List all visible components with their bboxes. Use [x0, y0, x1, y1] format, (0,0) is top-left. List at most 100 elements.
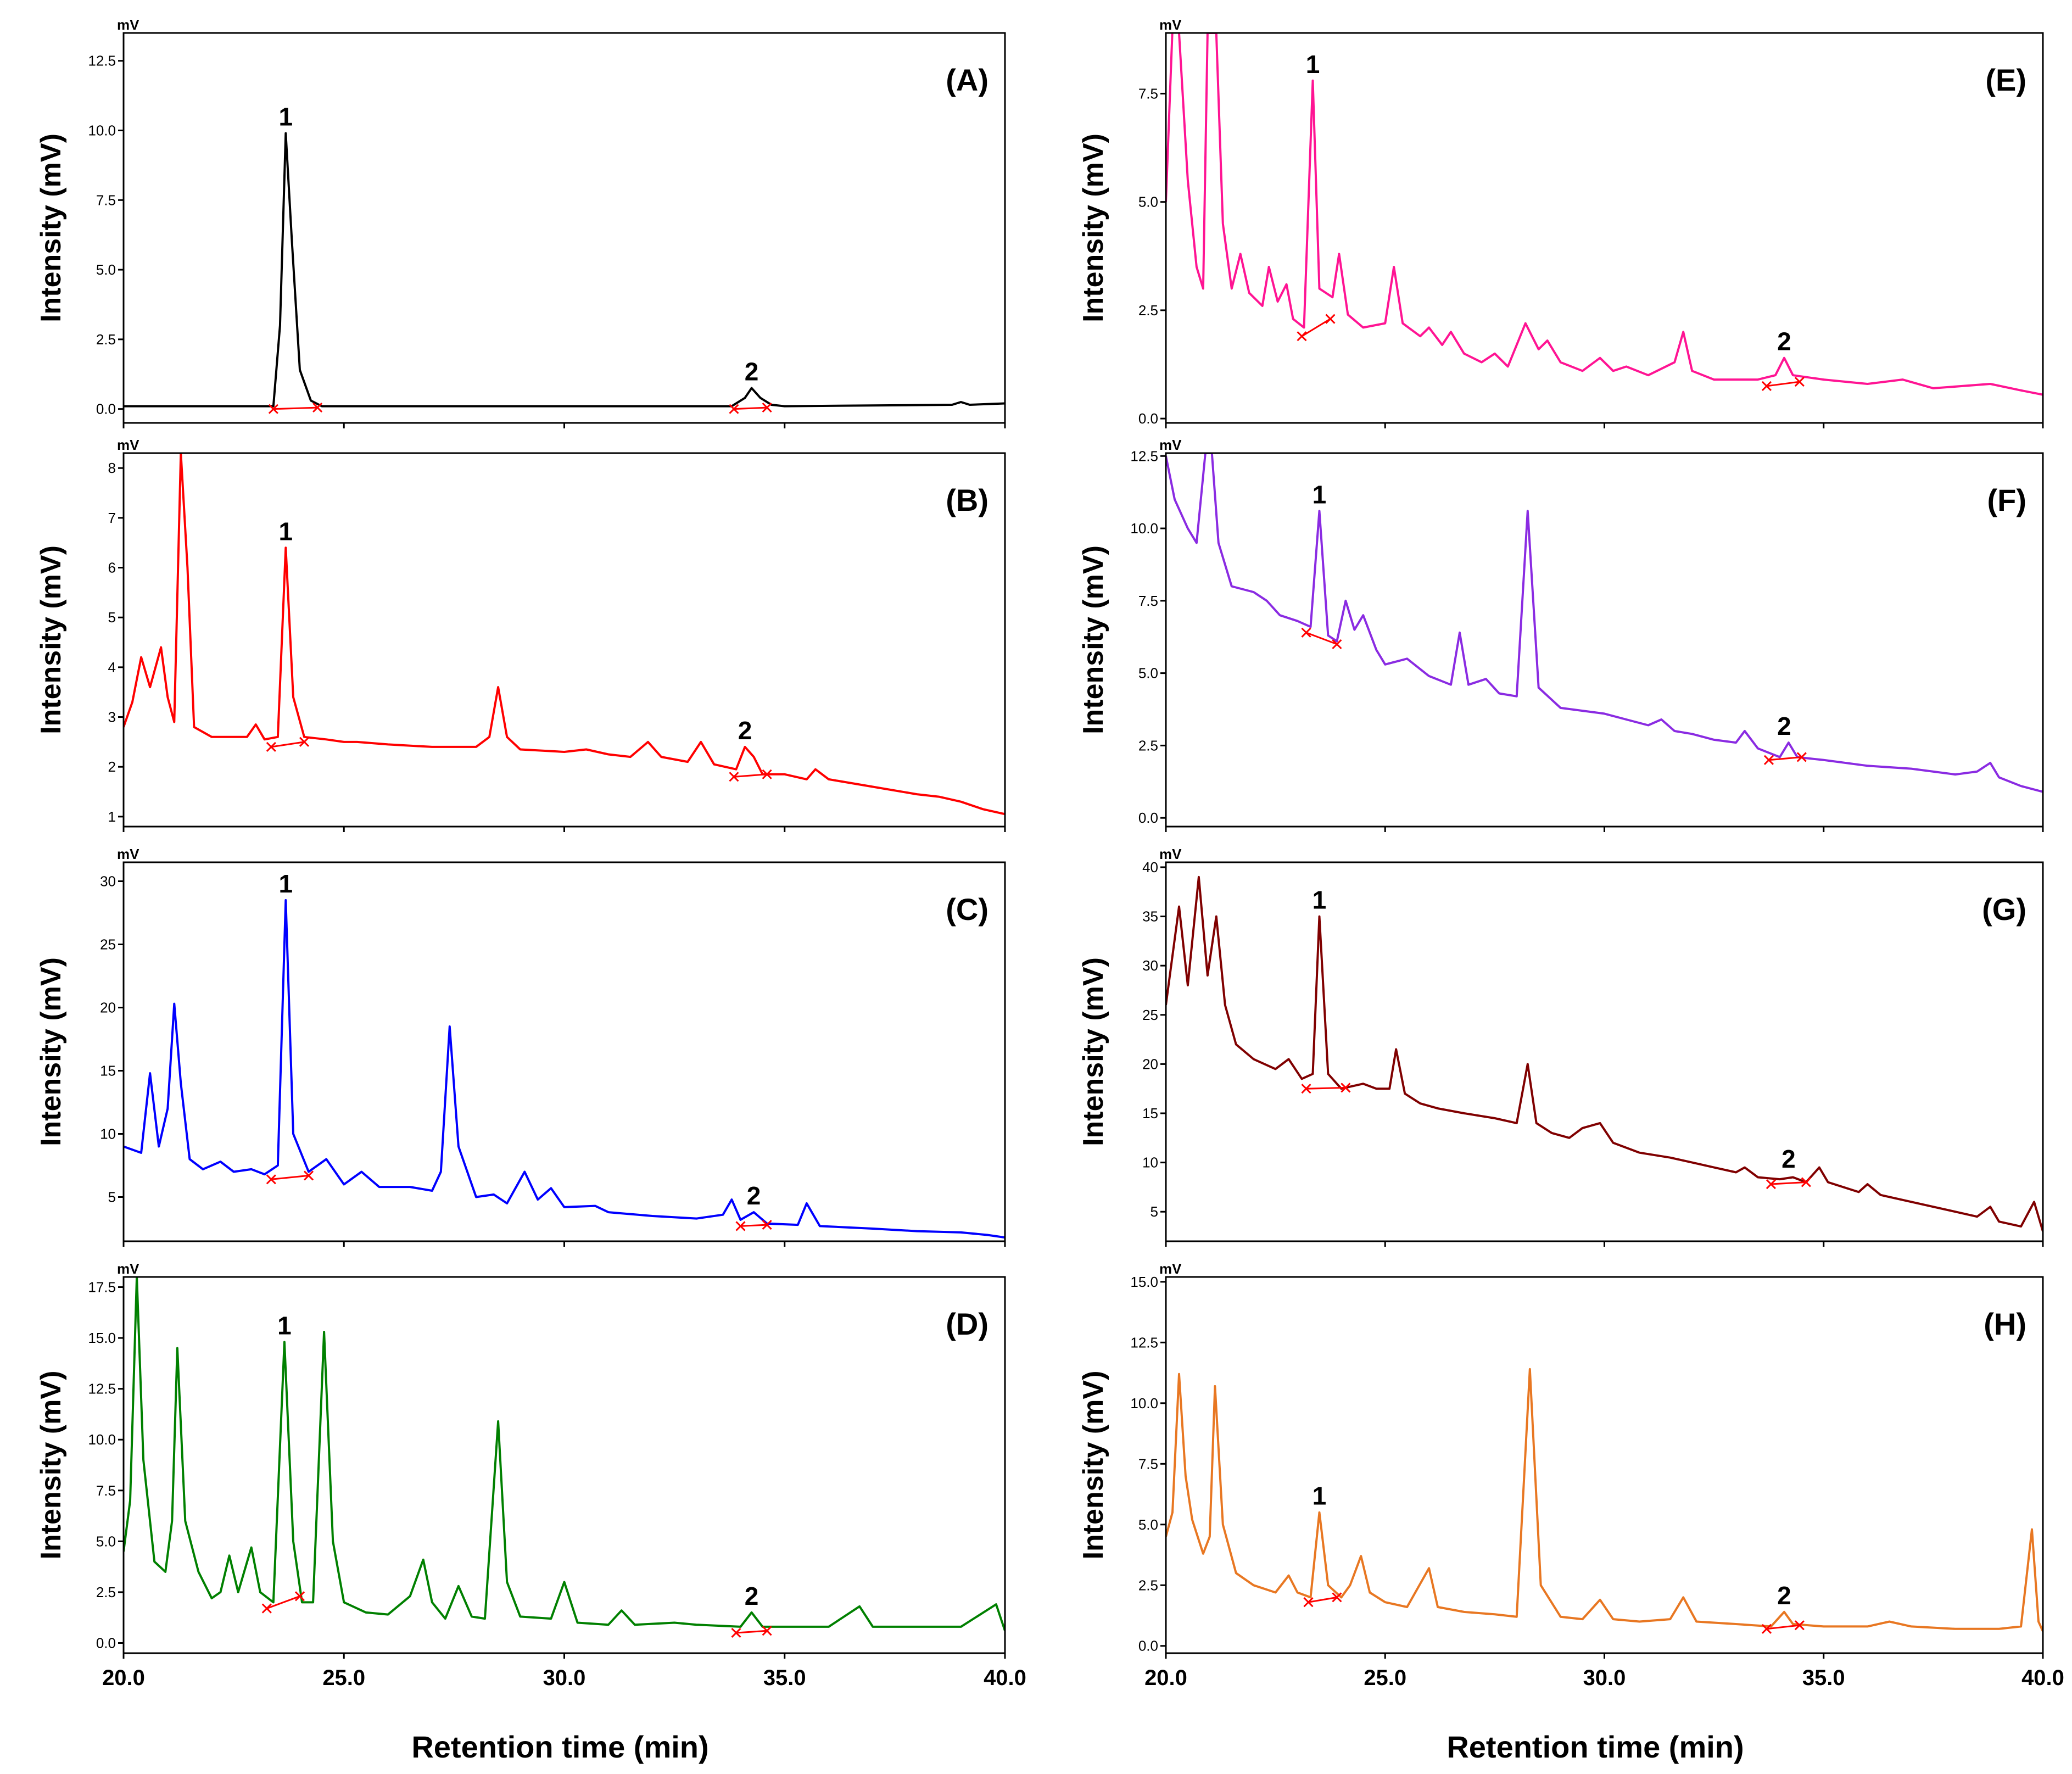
peak-baseline	[1766, 1624, 1800, 1630]
chromatogram-trace	[124, 453, 1005, 816]
y-tick-label: 7.5	[1138, 85, 1158, 102]
y-tick-label: 30	[1142, 957, 1158, 974]
y-unit-label: mV	[117, 1260, 139, 1277]
panel-letter: (D)	[946, 1307, 988, 1341]
peak-start-marker	[1301, 1084, 1311, 1094]
peak-start-marker	[268, 404, 278, 414]
panel-h: 0.0 2.5 5.0 7.5 10.0 12.5 15.0mV Intensity (mV)…	[1077, 1260, 2064, 1690]
y-unit-label: mV	[117, 437, 139, 453]
y-tick-label: 15	[1142, 1105, 1158, 1122]
peak-start-marker	[729, 772, 739, 782]
peak-label-1: 1	[1313, 886, 1327, 914]
y-tick-label: 5.0	[96, 1533, 116, 1549]
peak-baseline	[740, 1224, 767, 1227]
y-tick-label: 10	[1142, 1154, 1158, 1171]
y-tick-label: 0.0	[1138, 810, 1158, 826]
y-axis-label: Intensity (mV)	[35, 545, 67, 734]
plot-frame	[122, 32, 1006, 424]
peak-end-marker	[762, 769, 772, 779]
peak-end-marker	[1801, 1177, 1811, 1187]
y-tick-label: 10.0	[1130, 1395, 1158, 1412]
peak-label-1: 1	[1313, 480, 1327, 509]
y-tick-label: 5	[1151, 1203, 1158, 1220]
peak-end-marker	[762, 1220, 772, 1230]
x-tick-label: 30.0	[1583, 1666, 1626, 1690]
peak-start-marker	[1763, 755, 1774, 765]
y-unit-label: mV	[1159, 437, 1182, 453]
y-tick-label: 7.5	[96, 1482, 116, 1499]
y-tick-label: 6	[108, 560, 116, 576]
peak-baseline	[1768, 756, 1802, 761]
y-tick-label: 0.0	[96, 401, 116, 417]
peak-end-marker	[312, 403, 323, 413]
x-tick-label: 40.0	[2021, 1666, 2064, 1690]
y-tick-label: 0.0	[1138, 410, 1158, 427]
peak-end-marker	[294, 1591, 305, 1602]
peak-end-marker	[1796, 752, 1807, 762]
plot-frame	[122, 1276, 1006, 1654]
y-unit-label: mV	[1159, 846, 1182, 862]
peak-start-marker	[731, 1627, 741, 1638]
peak-label-2: 2	[1781, 1145, 1796, 1173]
x-tick-label: 25.0	[322, 1666, 365, 1690]
x-tick-label: 25.0	[1364, 1666, 1406, 1690]
peak-label-2: 2	[745, 358, 759, 386]
peak-baseline	[1301, 318, 1331, 337]
y-tick-label: 7.5	[1138, 593, 1158, 609]
peak-label-1: 1	[279, 869, 293, 898]
peak-baseline	[273, 406, 318, 410]
peak-baseline	[734, 406, 767, 410]
y-tick-label: 4	[108, 659, 116, 676]
peak-label-2: 2	[1777, 327, 1791, 356]
peak-baseline	[1771, 1181, 1806, 1185]
peak-start-marker	[1761, 381, 1772, 392]
peak-start-marker	[261, 1603, 272, 1614]
y-tick-label: 35	[1142, 908, 1158, 925]
peak-end-marker	[762, 403, 772, 413]
peak-end-marker	[303, 1170, 314, 1181]
y-tick-label: 12.5	[88, 53, 116, 69]
y-tick-label: 15	[100, 1063, 116, 1079]
y-tick-label: 30	[100, 873, 116, 890]
y-tick-label: 10	[100, 1126, 116, 1142]
y-tick-label: 10.0	[88, 1431, 116, 1448]
x-tick-label: 35.0	[763, 1666, 806, 1690]
panel-letter: (B)	[946, 483, 988, 517]
y-tick-label: 7	[108, 510, 116, 526]
y-tick-label: 2.5	[1138, 737, 1158, 754]
peak-end-marker	[1332, 639, 1342, 649]
x-tick-label: 30.0	[543, 1666, 586, 1690]
y-unit-label: mV	[1159, 1260, 1182, 1277]
y-tick-label: 20	[1142, 1056, 1158, 1072]
peak-start-marker	[729, 404, 739, 414]
y-axis-label: Intensity (mV)	[1077, 957, 1109, 1146]
x-tick-label: 40.0	[984, 1666, 1026, 1690]
plot-frame	[1165, 1276, 2044, 1654]
y-tick-label: 7.5	[96, 192, 116, 208]
x-axis-label-left: Retention time (min)	[411, 1730, 708, 1764]
peak-baseline	[271, 1174, 309, 1180]
peak-baseline	[1308, 1596, 1337, 1603]
y-tick-label: 2.5	[96, 331, 116, 348]
y-tick-label: 5.0	[1138, 194, 1158, 210]
y-tick-label: 12.5	[88, 1381, 116, 1397]
peak-label-1: 1	[277, 1311, 292, 1340]
panel-letter: (E)	[1985, 63, 2026, 97]
panel-d: 0.0 2.5 5.0 7.5 10.0 12.5 15.0 17.5mV Intensity …	[35, 1260, 1026, 1690]
chromatogram-trace	[124, 132, 1005, 408]
peak-start-marker	[1761, 1624, 1772, 1634]
y-tick-label: 0.0	[1138, 1638, 1158, 1654]
plot-frame	[1165, 452, 2044, 828]
peak-start-marker	[1303, 1597, 1314, 1608]
panel-a: 0.0 2.5 5.0 7.5 10.0 12.5 mV Intensity (mV) 1 2 (A…	[35, 16, 1006, 428]
y-tick-label: 15.0	[88, 1330, 116, 1346]
y-tick-label: 3	[108, 709, 116, 726]
peak-start-marker	[1766, 1179, 1776, 1190]
x-tick-label: 20.0	[1144, 1666, 1187, 1690]
peak-label-2: 2	[1777, 712, 1791, 740]
y-tick-label: 40	[1142, 859, 1158, 875]
